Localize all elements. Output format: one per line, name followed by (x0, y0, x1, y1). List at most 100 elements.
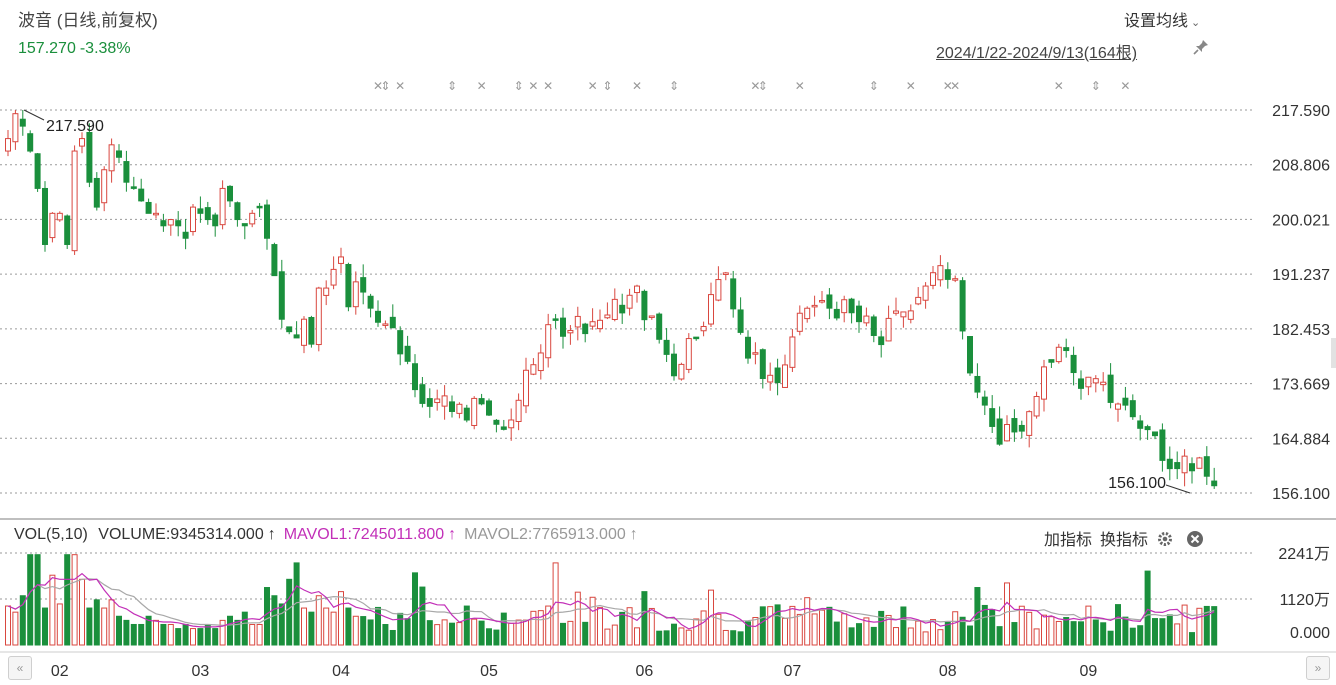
candle-body (1159, 429, 1166, 461)
candle-body (12, 113, 19, 143)
volume-bar (434, 624, 441, 646)
candle-body (567, 329, 574, 334)
volume-bar (271, 595, 278, 646)
candle-body (560, 317, 566, 337)
volume-bar (1100, 622, 1107, 646)
candle-body (574, 315, 581, 328)
volume-bar (1196, 607, 1203, 646)
volume-bar (397, 612, 404, 646)
candle-body (715, 279, 722, 301)
candle-body (286, 326, 293, 333)
candle-body (389, 316, 396, 329)
candle-body (190, 206, 196, 233)
candle-body (1085, 376, 1092, 388)
volume-bar (1152, 618, 1158, 646)
candle-body (234, 202, 241, 221)
candle-body (471, 397, 478, 426)
volume-bar (759, 606, 766, 646)
candle-body (656, 313, 663, 340)
month-label: 04 (332, 663, 350, 680)
candle-body (582, 323, 589, 335)
volume-bar (752, 617, 759, 646)
candle-body (426, 398, 433, 407)
candle-body (434, 398, 441, 404)
volume-bar (93, 599, 100, 646)
candle-body (767, 374, 774, 383)
candle-body (981, 396, 988, 406)
volume-bar (175, 628, 182, 646)
volume-bar (552, 562, 559, 646)
candle-body (1196, 457, 1203, 469)
candle-body (42, 187, 48, 245)
candle-body (1181, 455, 1188, 474)
candle-body (227, 185, 233, 202)
volume-bar (663, 630, 670, 646)
price-tick: 208.806 (1272, 158, 1330, 175)
volume-bar (915, 620, 922, 646)
event-marker: ✕ (477, 79, 487, 93)
volume-bar (212, 628, 219, 646)
volume-bar (715, 613, 722, 646)
scroll-handle[interactable] (1331, 338, 1336, 368)
candle-body (819, 300, 825, 303)
volume-bar (537, 610, 544, 646)
volume-bar (419, 586, 426, 646)
candle-body (1211, 480, 1218, 487)
close-icon[interactable] (1186, 530, 1204, 548)
candle-body (86, 132, 93, 183)
volume-bar (1211, 606, 1218, 646)
gear-icon[interactable] (1156, 530, 1174, 548)
pin-icon[interactable] (1192, 38, 1210, 56)
candle-body (804, 307, 811, 320)
scroll-right-button[interactable]: » (1306, 656, 1330, 680)
candles (5, 110, 1218, 489)
candle-body (841, 299, 848, 314)
mavol2-arrow: ↑ (629, 526, 638, 543)
volume-bar (345, 607, 352, 646)
candle-body (1107, 374, 1114, 403)
event-marker: ✕ (528, 79, 538, 93)
candle-body (930, 272, 936, 286)
volume-bar (463, 605, 470, 646)
switch-indicator-button[interactable]: 换指标 (1100, 532, 1149, 549)
volume-bar (389, 629, 396, 646)
volume-ma-lines (7, 572, 1215, 630)
volume-bar (278, 603, 285, 646)
volume-bar (145, 615, 152, 646)
volume-bar (981, 604, 988, 646)
volume-bar (826, 606, 833, 646)
candle-body (197, 208, 204, 214)
candle-body (730, 278, 737, 310)
candle-body (530, 364, 537, 375)
candle-body (552, 318, 559, 321)
volume-bar (685, 629, 692, 646)
candle-body (508, 419, 515, 429)
candle-body (5, 138, 11, 152)
volume-bar (878, 610, 885, 646)
candle-body (167, 219, 174, 226)
volume-bar (700, 610, 707, 646)
volume-bar (922, 631, 929, 646)
month-label: 09 (1080, 663, 1098, 680)
volume-bar (1011, 622, 1018, 646)
volume-bar (930, 619, 936, 646)
candle-body (330, 268, 337, 286)
candle-body (885, 317, 892, 342)
volume-bar (42, 607, 48, 646)
volume-bar (286, 578, 293, 646)
candle-body (863, 315, 870, 324)
mavol2-line (7, 578, 1215, 626)
candle-body (685, 338, 692, 370)
max-label: 217.590 (46, 118, 104, 135)
candle-body (878, 336, 885, 346)
date-range[interactable]: 2024/1/22-2024/9/13(164根) (936, 45, 1138, 62)
volume-bar (907, 627, 914, 646)
volume-bar (863, 617, 870, 646)
volume-bar (167, 623, 174, 646)
ma-setting-button[interactable]: 设置均线 ⌄ (1124, 7, 1200, 31)
scroll-left-button[interactable]: « (8, 656, 32, 680)
add-indicator-button[interactable]: 加指标 (1044, 532, 1093, 549)
volume-bar (582, 621, 589, 646)
volume-bar (471, 618, 478, 646)
